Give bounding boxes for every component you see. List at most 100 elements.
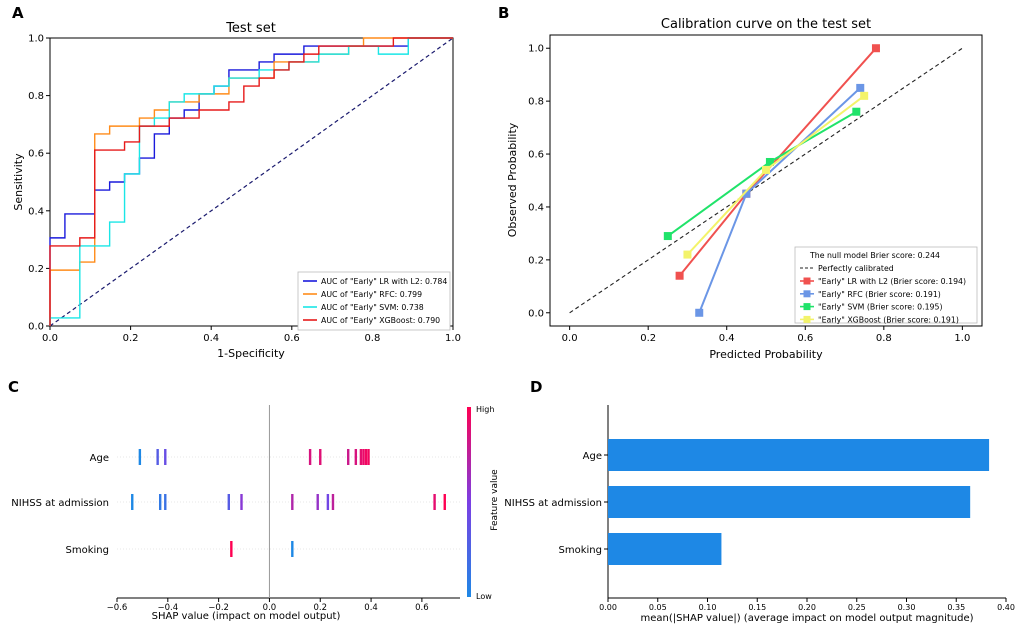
- shap-point: [443, 494, 446, 510]
- roc-line-series-3: [49, 37, 453, 326]
- roc-xtick-label: 0.0: [42, 333, 58, 344]
- shap-colorbar: [467, 407, 471, 597]
- shap-point: [354, 449, 358, 465]
- bar-xtick-label: 0.40: [997, 603, 1015, 612]
- calibration-legend-title: The null model Brier score: 0.244: [809, 251, 940, 260]
- roc-axes-frame: [49, 37, 454, 327]
- shap-point: [240, 494, 243, 510]
- bar-xtick-label: 0.30: [898, 603, 916, 612]
- shap-point: [291, 541, 294, 557]
- panel-label-b: B: [498, 4, 509, 22]
- calibration-legend-marker: [803, 277, 811, 285]
- calibration-point: [852, 107, 861, 116]
- shap-point: [164, 494, 167, 510]
- roc-ytick-label: 0.2: [28, 264, 44, 275]
- roc-ytick-label: 1.0: [28, 34, 44, 45]
- shap-xtick-label: 0.2: [313, 603, 327, 613]
- shap-feature-label: Age: [90, 453, 109, 464]
- calibration-plot-area: 0.0 0.2 0.4 0.6 0.8 1.0 0.0 0.2 0.4 0.6 0.8 1.0 The …: [528, 34, 983, 344]
- calibration-xtick-label: 0.2: [640, 333, 656, 344]
- shap-point: [131, 494, 134, 510]
- bar-category-label: Age: [583, 451, 602, 462]
- shap-point: [367, 449, 370, 465]
- roc-legend-label: AUC of "Early" SVM: 0.738: [321, 303, 424, 312]
- calibration-point: [675, 271, 684, 280]
- bar-category-label: Smoking: [559, 545, 602, 556]
- panel-label-d: D: [530, 378, 542, 396]
- roc-plot-area: 0.0 0.2 0.4 0.6 0.8 1.0 0.0 0.2 0.4 0.6 0.8 1.0 AUC …: [28, 34, 461, 345]
- calibration-point: [856, 83, 865, 92]
- calibration-xtick-label: 0.0: [562, 333, 578, 344]
- calibration-legend-marker: [803, 315, 811, 323]
- bar-plot-area: 0.00 0.05 0.10 0.15 0.20 0.25 0.30 0.35 0.40 Age N…: [504, 405, 1015, 612]
- shap-point: [331, 494, 335, 510]
- roc-ytick-label: 0.0: [28, 322, 44, 333]
- calibration-point: [860, 91, 869, 100]
- shap-point: [319, 449, 322, 465]
- calibration-axes-frame: [549, 34, 983, 327]
- bar-xtick-label: 0.20: [798, 603, 816, 612]
- bar-xtick-label: 0.00: [599, 603, 617, 612]
- colorbar-low-label: Low: [476, 592, 492, 601]
- shap-beeswarm-chart: SHAP value (impact on model output) Feat…: [11, 405, 500, 622]
- calibration-title: Calibration curve on the test set: [661, 17, 871, 32]
- roc-legend-label: AUC of "Early" LR with L2: 0.784: [321, 277, 447, 286]
- roc-ylabel: Sensitivity: [12, 153, 25, 211]
- calibration-point: [695, 308, 704, 317]
- shap-bar: [608, 533, 722, 565]
- shap-point: [138, 449, 142, 465]
- calibration-legend-box: [794, 246, 978, 324]
- shap-plot-area: −0.6 −0.4 −0.2 0.0 0.2 0.4 0.6 Age NIHSS at admi…: [11, 405, 471, 613]
- panel-label-a: A: [12, 4, 24, 22]
- roc-xtick-label: 1.0: [445, 333, 461, 344]
- calibration-point: [663, 232, 672, 241]
- calibration-point: [765, 157, 774, 166]
- calibration-legend-label: Perfectly calibrated: [818, 264, 894, 273]
- calibration-xlabel: Predicted Probability: [709, 348, 823, 361]
- calibration-line-series-3: [686, 95, 865, 256]
- perfect-calibration-line: [569, 47, 963, 314]
- bar-category-label: NIHSS at admission: [504, 498, 602, 509]
- shap-xtick-label: 0.0: [263, 603, 277, 613]
- calibration-xtick-label: 0.4: [719, 333, 735, 344]
- roc-legend-label: AUC of "Early" RFC: 0.799: [321, 290, 422, 299]
- calibration-legend-label: "Early" LR with L2 (Brier score: 0.194): [818, 277, 966, 286]
- bar-xtick-label: 0.10: [699, 603, 717, 612]
- calibration-point: [742, 189, 751, 198]
- bar-xtick-label: 0.35: [947, 603, 965, 612]
- shap-bar-chart: mean(|SHAP value|) (average impact on mo…: [504, 405, 1015, 624]
- calibration-ytick-label: 0.8: [528, 97, 544, 108]
- shap-xtick-label: 0.6: [415, 603, 429, 613]
- shap-xtick-label: −0.2: [208, 603, 229, 613]
- roc-xtick-label: 0.8: [364, 333, 380, 344]
- colorbar-label: Feature value: [490, 469, 500, 531]
- calibration-legend-label: "Early" SVM (Brier score: 0.195): [818, 303, 943, 312]
- shap-bar: [608, 439, 990, 471]
- panel-label-c: C: [8, 378, 19, 396]
- calibration-xtick-label: 1.0: [954, 333, 970, 344]
- shap-xlabel: SHAP value (impact on model output): [152, 611, 341, 622]
- shap-feature-label: NIHSS at admission: [11, 498, 109, 509]
- roc-ytick-label: 0.4: [28, 206, 44, 217]
- roc-xtick-label: 0.4: [203, 333, 219, 344]
- shap-point: [291, 494, 294, 510]
- calibration-ytick-label: 0.2: [528, 255, 544, 266]
- shap-feature-label: Smoking: [66, 545, 109, 556]
- shap-point: [230, 541, 233, 557]
- shap-point: [158, 494, 162, 510]
- roc-chance-line: [49, 37, 454, 327]
- calibration-ytick-label: 0.6: [528, 150, 544, 161]
- calibration-legend-label: "Early" XGBoost (Brier score: 0.191): [818, 315, 959, 324]
- bar-xtick-label: 0.25: [848, 603, 866, 612]
- roc-xlabel: 1-Specificity: [217, 347, 285, 360]
- roc-xtick-label: 0.6: [284, 333, 300, 344]
- shap-xtick-label: −0.6: [107, 603, 128, 613]
- calibration-xtick-label: 0.8: [876, 333, 892, 344]
- bar-xtick-label: 0.15: [748, 603, 766, 612]
- calibration-xtick-label: 0.6: [797, 333, 813, 344]
- shap-point: [308, 449, 312, 465]
- shap-point: [359, 449, 363, 465]
- roc-ytick-label: 0.8: [28, 91, 44, 102]
- roc-ytick-label: 0.6: [28, 149, 44, 160]
